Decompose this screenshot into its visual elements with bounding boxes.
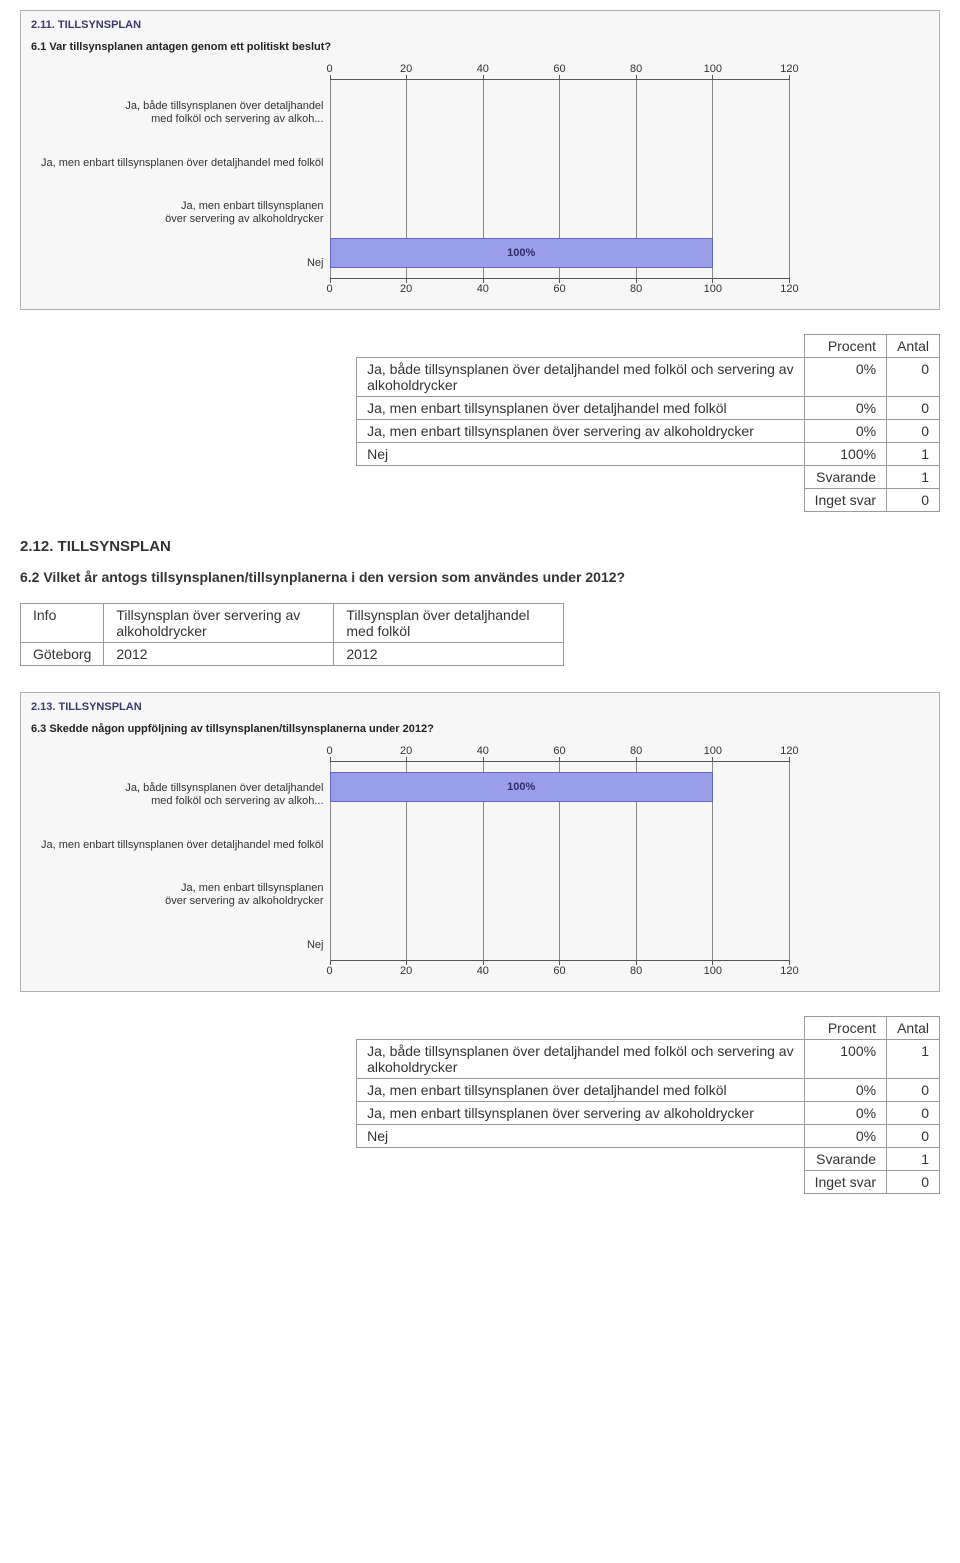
- chart-xaxis-top: 0 20 40 60 80 100 120: [330, 745, 790, 757]
- chart-section-title: 2.13. TILLSYNSPLAN: [31, 701, 929, 713]
- chart-category: Nej: [41, 939, 324, 953]
- chart-category: Ja, men enbart tillsynsplanen över detal…: [41, 839, 324, 853]
- chart-bar-row: 100%: [330, 236, 790, 270]
- section-title-212: 2.12. TILLSYNSPLAN: [20, 538, 940, 555]
- chart-category: Ja, men enbart tillsynsplanen över detal…: [41, 157, 324, 171]
- chart-section-title: 2.11. TILLSYNSPLAN: [31, 19, 929, 31]
- table-row: Ja, men enbart tillsynsplanen över serve…: [357, 1102, 940, 1125]
- chart-bar-row: [330, 187, 790, 221]
- table-header-row: Procent Antal: [357, 335, 940, 358]
- table-row: Göteborg 2012 2012: [21, 643, 564, 666]
- chart-category: Nej: [41, 257, 324, 271]
- chart-bar-row: 100%: [330, 770, 790, 804]
- col-antal: Antal: [887, 335, 940, 358]
- chart-bar-row: [330, 869, 790, 903]
- chart-category: Ja, men enbart tillsynsplanen över serve…: [41, 882, 324, 910]
- table-header-row: Info Tillsynsplan över servering av alko…: [21, 604, 564, 643]
- chart-bars: 100%: [330, 762, 790, 960]
- chart-panel-211: 2.11. TILLSYNSPLAN 6.1 Var tillsynsplane…: [20, 10, 940, 310]
- chart-xaxis-bottom: 0 20 40 60 80 100 120: [330, 965, 790, 977]
- results-table-2: Procent Antal Ja, både tillsynsplanen öv…: [356, 1016, 940, 1194]
- table-row: Nej 0% 0: [357, 1125, 940, 1148]
- col-antal: Antal: [887, 1017, 940, 1040]
- chart-bar-row: [330, 819, 790, 853]
- chart-plot: 100%: [330, 761, 790, 961]
- chart-category: Ja, men enbart tillsynsplanen över serve…: [41, 200, 324, 228]
- chart-panel-213: 2.13. TILLSYNSPLAN 6.3 Skedde någon uppf…: [20, 692, 940, 992]
- table-row-ingetsvar: Inget svar 0: [357, 1171, 940, 1194]
- results-table-1: Procent Antal Ja, både tillsynsplanen öv…: [356, 334, 940, 512]
- table-row: Ja, men enbart tillsynsplanen över detal…: [357, 397, 940, 420]
- chart-question: 6.3 Skedde någon uppföljning av tillsyns…: [31, 723, 929, 735]
- chart-question: 6.1 Var tillsynsplanen antagen genom ett…: [31, 41, 929, 53]
- table-row: Ja, både tillsynsplanen över detaljhande…: [357, 1040, 940, 1079]
- chart-y-labels: Ja, både tillsynsplanen över detaljhande…: [41, 85, 330, 285]
- chart-plot-wrap: 0 20 40 60 80 100 120: [330, 63, 790, 295]
- info-table: Info Tillsynsplan över servering av alko…: [20, 603, 564, 666]
- chart-bar-row: [330, 88, 790, 122]
- table-row: Nej 100% 1: [357, 443, 940, 466]
- chart-plot-wrap: 0 20 40 60 80 100 120 100%: [330, 745, 790, 977]
- col-procent: Procent: [804, 335, 886, 358]
- chart-bar: 100%: [330, 238, 713, 268]
- chart-bar-row: [330, 918, 790, 952]
- table-row: Ja, både tillsynsplanen över detaljhande…: [357, 358, 940, 397]
- table-row-svarande: Svarande 1: [357, 466, 940, 489]
- table-row: Ja, men enbart tillsynsplanen över serve…: [357, 420, 940, 443]
- chart-xaxis-top: 0 20 40 60 80 100 120: [330, 63, 790, 75]
- chart-plot: 100%: [330, 79, 790, 279]
- table-row-ingetsvar: Inget svar 0: [357, 489, 940, 512]
- table-header-row: Procent Antal: [357, 1017, 940, 1040]
- chart-area: Ja, både tillsynsplanen över detaljhande…: [31, 63, 929, 295]
- col-procent: Procent: [804, 1017, 886, 1040]
- chart-area: Ja, både tillsynsplanen över detaljhande…: [31, 745, 929, 977]
- chart-xaxis-bottom: 0 20 40 60 80 100 120: [330, 283, 790, 295]
- table-row-svarande: Svarande 1: [357, 1148, 940, 1171]
- chart-category: Ja, både tillsynsplanen över detaljhande…: [41, 100, 324, 128]
- question-62: 6.2 Vilket år antogs tillsynsplanen/till…: [20, 569, 940, 585]
- chart-bar-row: [330, 137, 790, 171]
- chart-category: Ja, både tillsynsplanen över detaljhande…: [41, 782, 324, 810]
- table-row: Ja, men enbart tillsynsplanen över detal…: [357, 1079, 940, 1102]
- chart-bars: 100%: [330, 80, 790, 278]
- chart-y-labels: Ja, både tillsynsplanen över detaljhande…: [41, 767, 330, 967]
- chart-bar: 100%: [330, 772, 713, 802]
